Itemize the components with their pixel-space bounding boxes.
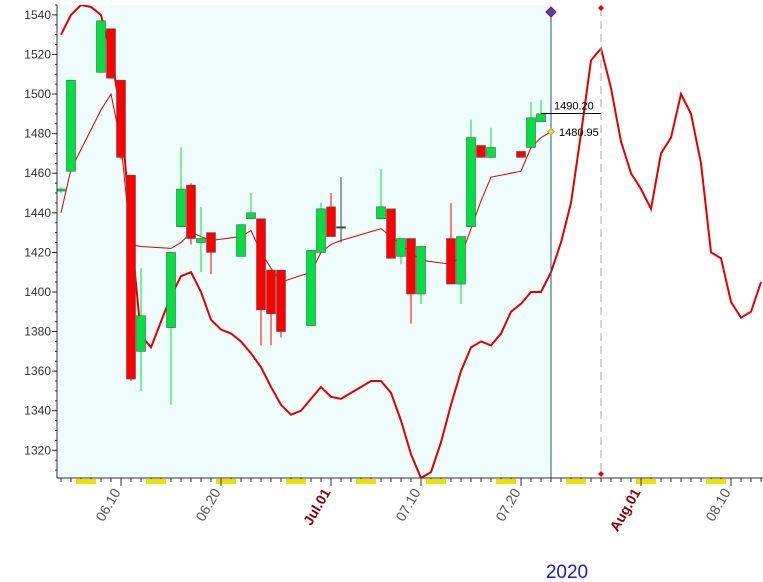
weekend-marker: [426, 479, 436, 484]
candle-body: [446, 238, 456, 285]
x-tick-label: Aug.01: [606, 485, 643, 534]
candle-body: [176, 188, 186, 227]
weekend-marker: [436, 479, 446, 484]
y-tick-label: 1440: [24, 206, 51, 220]
x-tick-label: 06.10: [92, 485, 123, 524]
candle-body: [116, 79, 126, 158]
weekend-marker: [146, 479, 156, 484]
candle-body: [186, 184, 196, 239]
candle-body: [396, 238, 406, 257]
x-tick-label: 07.20: [492, 485, 523, 524]
candle-body: [486, 147, 496, 158]
candle-body: [316, 208, 326, 253]
weekend-marker: [296, 479, 306, 484]
ma-diamond: [547, 127, 555, 136]
candle-body: [516, 151, 526, 158]
x-tick-label: Jul.01: [300, 485, 334, 528]
history-shade: [57, 5, 551, 478]
y-tick-label: 1540: [24, 8, 51, 22]
candle-body: [406, 238, 416, 295]
candle-body: [376, 206, 386, 220]
weekend-marker: [366, 479, 376, 484]
forecast-diamond: [598, 5, 604, 11]
y-tick-label: 1320: [24, 443, 51, 457]
y-tick-label: 1340: [24, 404, 51, 418]
price-label: 1490.20: [554, 100, 594, 112]
y-tick-label: 1460: [24, 166, 51, 180]
candle-body: [66, 79, 76, 172]
candle-body: [206, 232, 216, 253]
weekend-marker: [286, 479, 296, 484]
weekend-marker: [716, 479, 726, 484]
weekend-marker: [576, 479, 586, 484]
candle-body: [236, 224, 246, 257]
candle-body: [306, 250, 316, 326]
candle-body: [336, 226, 346, 229]
x-tick-label: 07.10: [392, 485, 423, 524]
line-series: [60, 5, 762, 478]
candle-body: [196, 238, 206, 243]
y-tick-label: 1500: [24, 87, 51, 101]
candle-body: [276, 269, 286, 332]
x-tick-label: 08.10: [702, 485, 733, 524]
weekend-marker: [706, 479, 716, 484]
candle-body: [466, 137, 476, 227]
y-tick-label: 1360: [24, 364, 51, 378]
candle-body: [526, 117, 536, 148]
candle-body: [96, 20, 106, 73]
x-tick-label: 06.20: [192, 485, 223, 524]
y-tick-label: 1380: [24, 325, 51, 339]
year-label: 2020: [546, 562, 588, 582]
weekend-marker: [76, 479, 86, 484]
candle-body: [266, 269, 276, 315]
weekend-marker: [646, 479, 656, 484]
candle-body: [136, 315, 146, 352]
candle-body: [456, 236, 466, 285]
candle-body: [536, 113, 546, 123]
weekend-marker: [156, 479, 166, 484]
y-tick-label: 1400: [24, 285, 51, 299]
y-tick-label: 1420: [24, 245, 51, 259]
weekend-marker: [496, 479, 506, 484]
weekend-marker: [506, 479, 516, 484]
y-tick-label: 1480: [24, 127, 51, 141]
candle-body: [476, 145, 486, 158]
forecast-diamond: [598, 471, 604, 477]
plot-content: [57, 5, 762, 478]
current-diamond: [545, 6, 557, 18]
candle-body: [326, 206, 336, 237]
candle-body: [256, 218, 266, 311]
y-tick-label: 1520: [24, 47, 51, 61]
candle-body: [166, 252, 176, 328]
weekend-marker: [86, 479, 96, 484]
candle-body: [386, 208, 396, 259]
ma-label: 1480.95: [559, 127, 599, 139]
weekend-marker: [226, 479, 236, 484]
candle-body: [416, 246, 426, 295]
weekend-marker: [356, 479, 366, 484]
candle-body: [106, 28, 116, 79]
candle-body: [57, 188, 66, 192]
candle-body: [246, 212, 256, 220]
candle-body: [126, 174, 136, 380]
weekend-marker: [566, 479, 576, 484]
